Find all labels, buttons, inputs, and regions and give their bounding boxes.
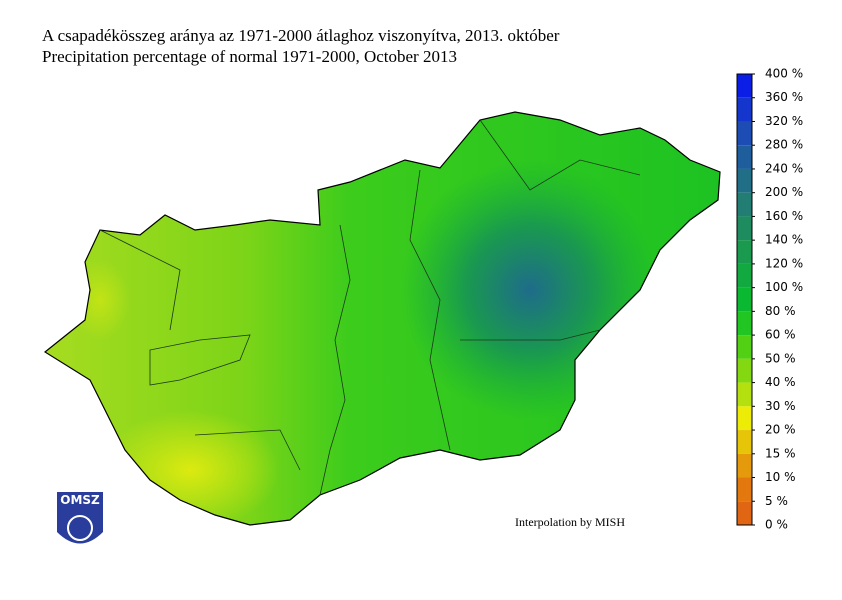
legend-swatch (737, 358, 752, 383)
legend-swatch (737, 216, 752, 241)
legend-swatch (737, 430, 752, 454)
legend-label: 120 % (765, 256, 803, 270)
county-borders (99, 119, 641, 496)
legend-label: 140 % (765, 233, 803, 247)
legend-label: 30 % (765, 399, 796, 413)
legend-label: 400 % (765, 67, 803, 81)
legend-label: 240 % (765, 161, 803, 175)
legend-label: 360 % (765, 90, 803, 104)
legend-swatch (737, 168, 752, 193)
legend-swatch (737, 240, 752, 264)
legend-frame (736, 73, 753, 526)
logo: OMSZ (57, 492, 103, 544)
legend-swatch (737, 335, 752, 359)
legend-swatch (737, 501, 752, 525)
legend-swatch (737, 145, 752, 169)
title-hu: A csapadékösszeg aránya az 1971-2000 átl… (42, 26, 560, 45)
legend-label: 60 % (765, 328, 796, 342)
color-legend: 400 % 360 % 320 % 280 % 240 % 200 % 160 % 140 %… (736, 67, 803, 532)
legend-label: 80 % (765, 304, 796, 318)
legend-swatch (737, 406, 752, 431)
logo-text: OMSZ (60, 493, 100, 507)
legend-swatch (737, 97, 752, 122)
legend-label: 280 % (765, 138, 803, 152)
legend-label: 10 % (765, 470, 796, 484)
legend-swatch (737, 311, 752, 336)
legend-label: 20 % (765, 423, 796, 437)
legend-label: 320 % (765, 114, 803, 128)
legend-label: 15 % (765, 446, 796, 460)
legend-label: 5 % (765, 494, 788, 508)
legend-swatch (737, 121, 752, 146)
legend-label: 40 % (765, 375, 796, 389)
legend-label: 160 % (765, 209, 803, 223)
legend-swatch (737, 287, 752, 312)
legend-label: 100 % (765, 280, 803, 294)
title-en: Precipitation percentage of normal 1971-… (42, 47, 457, 66)
legend-swatch (737, 74, 752, 98)
legend-label: 0 % (765, 518, 788, 532)
legend-swatch (737, 382, 752, 407)
interpolation-note: Interpolation by MISH (515, 515, 625, 529)
legend-swatch (737, 263, 752, 288)
legend-label: 50 % (765, 351, 796, 365)
precipitation-map (45, 112, 720, 525)
legend-label: 200 % (765, 185, 803, 199)
legend-swatch (737, 192, 752, 217)
legend-swatch (737, 453, 752, 478)
legend-swatch (737, 477, 752, 502)
